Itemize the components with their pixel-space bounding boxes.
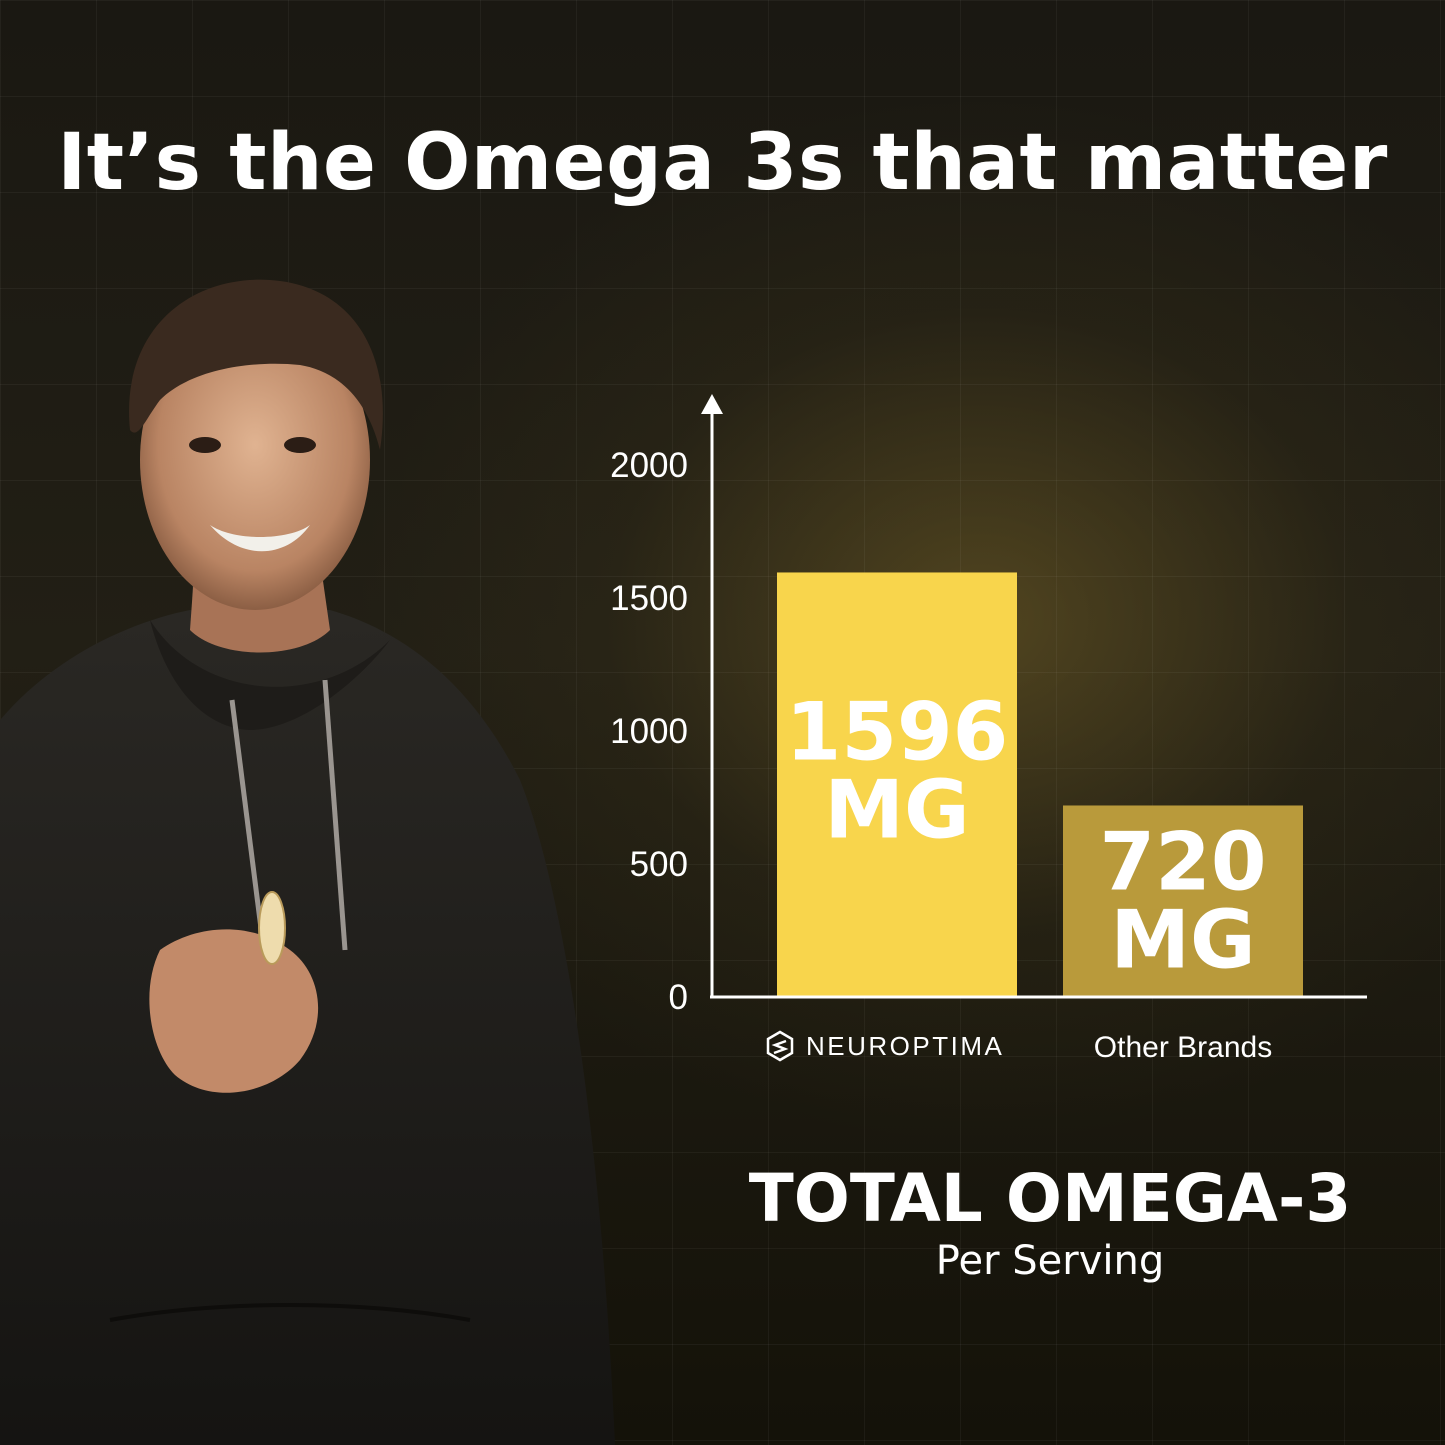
hexagon-s-logo-icon (766, 1030, 794, 1062)
y-axis-arrow-icon (701, 394, 723, 414)
caption-subtitle: Per Serving (935, 1238, 1165, 1284)
y-tick-label: 2000 (610, 446, 688, 485)
y-tick-label: 0 (669, 978, 688, 1017)
y-tick-label: 1500 (610, 579, 688, 618)
bar-unit-label: MG (1110, 894, 1255, 987)
bar-1 (1063, 805, 1303, 997)
bar-value-label: 1596 (786, 685, 1009, 778)
category-label-text-1: Other Brands (1094, 1031, 1272, 1064)
y-tick-label: 500 (630, 845, 688, 884)
caption-title: TOTAL OMEGA-3 (748, 1160, 1352, 1237)
category-label-neuroptima: NEUROPTIMA (766, 1030, 1004, 1062)
bar-unit-label: MG (824, 763, 969, 856)
headline: It’s the Omega 3s that matter (57, 118, 1388, 208)
y-tick-label: 1000 (610, 712, 688, 751)
bar-0 (777, 572, 1017, 997)
bar-value-label: 720 (1100, 816, 1267, 909)
category-label-text-0: NEUROPTIMA (806, 1031, 1004, 1061)
person-photo (0, 279, 615, 1445)
